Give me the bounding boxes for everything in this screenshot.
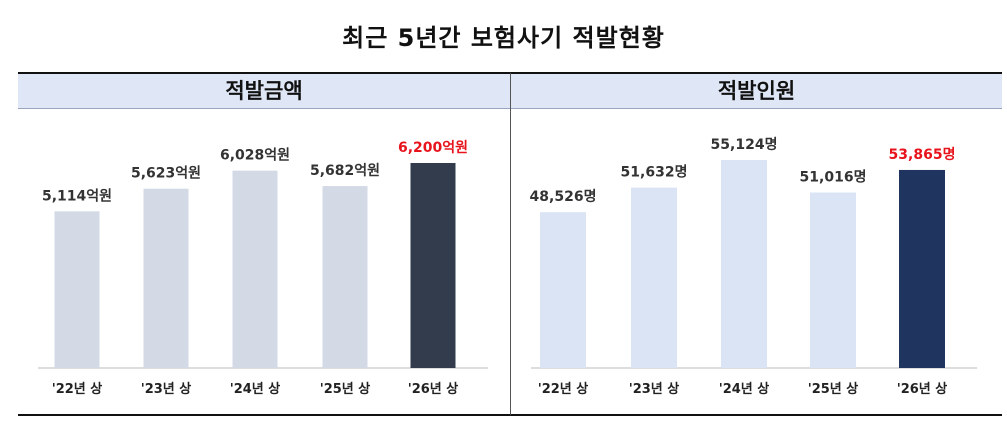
category-label-3: '24년 상 [230, 382, 281, 397]
headcount-panel-title: 적발인원 [511, 74, 1002, 109]
amount-bar-chart: 5,114억원 '22년 상 5,623억원 '23년 상 6,028억원 '24년 상 5… [38, 140, 488, 397]
category-label-5: '26년 상 [408, 382, 459, 397]
value-label-5: 53,865명 [889, 146, 956, 163]
value-label-3: 55,124명 [711, 136, 778, 153]
bar-1 [540, 212, 586, 368]
value-label-4: 51,016명 [800, 168, 867, 185]
category-label-4: '25년 상 [808, 382, 859, 397]
bar-3 [232, 170, 278, 368]
category-label-1: '22년 상 [52, 382, 103, 397]
category-label-2: '23년 상 [629, 382, 680, 397]
bar-4 [322, 186, 368, 368]
value-label-2: 51,632명 [621, 164, 688, 181]
main-title: 최근 5년간 보험사기 적발현황 [342, 24, 665, 52]
bar-5 [410, 163, 456, 368]
headcount-bar-chart: 48,526명 '22년 상 51,632명 '23년 상 55,124명 '24년 상 5… [530, 136, 977, 397]
value-label-1: 48,526명 [530, 188, 597, 205]
bar-4 [810, 192, 856, 368]
bar-2 [631, 187, 677, 368]
value-label-5: 6,200억원 [398, 140, 468, 156]
category-label-1: '22년 상 [538, 382, 589, 397]
bar-5 [899, 169, 945, 368]
value-label-1: 5,114억원 [42, 188, 112, 204]
category-label-5: '26년 상 [897, 382, 948, 397]
category-label-4: '25년 상 [320, 382, 371, 397]
category-label-3: '24년 상 [719, 382, 770, 397]
headcount-panel: 적발인원 48,526명 '22년 상 51,632명 '23년 상 55,124명 '2… [510, 72, 1002, 416]
bar-1 [54, 211, 100, 368]
bar-2 [143, 188, 189, 368]
bar-3 [721, 160, 767, 368]
value-label-3: 6,028억원 [220, 148, 290, 164]
amount-panel: 적발금액 5,114억원 '22년 상 5,623억원 '23년 상 6,028억원 '2… [18, 72, 510, 416]
value-label-4: 5,682억원 [310, 163, 380, 179]
amount-panel-title: 적발금액 [18, 74, 510, 109]
category-label-2: '23년 상 [141, 382, 192, 397]
value-label-2: 5,623억원 [131, 166, 201, 182]
